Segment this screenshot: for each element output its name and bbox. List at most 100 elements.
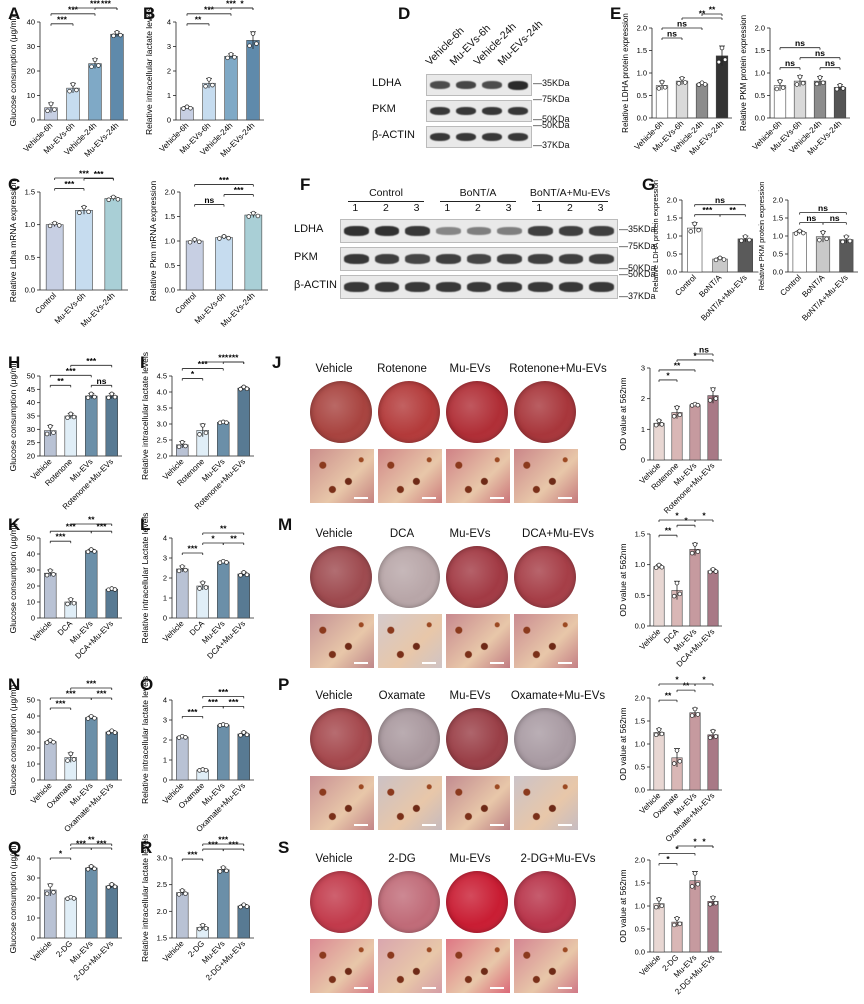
significance-label: ns	[785, 58, 795, 68]
protein-band	[405, 254, 430, 264]
chart-C1: 0.0 0.5 1.0 1.5 Relative Ldha mRNA expressio…	[8, 169, 128, 329]
y-tick-label: 40	[27, 550, 35, 559]
data-point	[51, 572, 56, 577]
y-tick-label: 1.0	[773, 232, 783, 241]
data-point	[44, 431, 50, 437]
data-point	[109, 728, 114, 733]
significance-label: **	[88, 515, 95, 525]
y-tick-label: 0.0	[755, 114, 765, 123]
data-point	[793, 231, 799, 236]
significance-label: ***	[97, 839, 108, 849]
significance-label: *	[702, 675, 706, 685]
molecular-weight-marker: —50KDa	[533, 120, 570, 130]
chart-E1: 0.0 0.5 1.0 1.5 2.0 Relative LDHA protein exp…	[621, 5, 732, 157]
protein-band	[558, 254, 584, 264]
data-point	[671, 922, 677, 928]
chart-I: 2.0 2.5 3.0 3.5 4.0 4.5 Relative intracellular…	[140, 352, 254, 511]
significance-label: ns	[795, 38, 805, 48]
molecular-weight-marker: —50KDa	[619, 263, 656, 273]
y-axis-label: Glucose consumption (μg/ml)	[8, 522, 18, 633]
panel-letter-G: G	[642, 175, 656, 194]
y-tick-label: 3	[641, 364, 645, 373]
bar	[85, 550, 98, 619]
significance-label: **	[699, 9, 706, 19]
y-tick-label: 2.0	[635, 694, 645, 703]
protein-band	[528, 254, 553, 264]
data-point	[653, 732, 659, 738]
micrograph-image	[446, 939, 510, 993]
significance-label: ***	[97, 689, 108, 699]
culture-well-image	[446, 871, 508, 933]
protein-band	[344, 226, 369, 236]
data-point	[65, 601, 70, 607]
blot-lane-number: 3	[597, 202, 604, 214]
panel-letter-J: J	[272, 353, 282, 372]
data-point	[801, 230, 806, 236]
significance-label: *	[211, 534, 215, 544]
significance-label: ***	[234, 185, 245, 195]
y-tick-label: 50	[27, 534, 35, 543]
y-tick-label: 3	[163, 554, 167, 563]
data-point	[57, 223, 62, 228]
bar	[707, 734, 719, 791]
significance-label: ns	[677, 19, 687, 29]
significance-label: ***	[188, 544, 199, 554]
panel-letter-M: M	[278, 515, 293, 534]
micrograph-image	[310, 776, 374, 830]
data-point	[659, 422, 665, 427]
data-point	[834, 86, 840, 92]
significance-label: ***	[188, 707, 199, 717]
y-axis-label: OD value at 562nm	[618, 377, 628, 450]
y-tick-label: 1.5	[667, 214, 677, 223]
data-point	[251, 210, 256, 216]
group-underline	[348, 201, 424, 202]
significance-label: **	[683, 681, 690, 691]
data-point	[677, 759, 683, 764]
protein-band	[507, 106, 529, 116]
data-point	[224, 868, 229, 873]
blot-lane-number: 2	[475, 202, 481, 214]
protein-band	[374, 282, 400, 292]
bar	[653, 566, 665, 627]
data-point	[710, 728, 716, 734]
y-tick-label: 1.5	[637, 46, 647, 55]
y-tick-label: 45	[27, 385, 35, 394]
molecular-weight-marker: —75KDa	[619, 241, 656, 251]
data-point	[203, 585, 209, 590]
y-tick-label: 50	[27, 372, 35, 381]
y-tick-label: 30	[27, 425, 35, 434]
protein-band	[507, 132, 529, 142]
bar	[224, 55, 238, 121]
culture-well-image	[514, 381, 576, 443]
bar	[44, 572, 57, 619]
y-tick-label: 0.0	[635, 948, 645, 957]
y-tick-label: 4.0	[157, 388, 167, 397]
bar	[85, 395, 98, 457]
y-tick-label: 40	[27, 712, 35, 721]
micrograph-image	[446, 449, 510, 503]
significance-label: ***	[97, 522, 108, 532]
bar	[44, 889, 57, 939]
data-point	[241, 570, 247, 575]
stain-group-title: DCA+Mu-EVs	[522, 528, 594, 540]
protein-band	[589, 282, 614, 292]
data-point	[44, 572, 50, 578]
data-point	[106, 197, 111, 202]
y-tick-label: 2.5	[157, 880, 167, 889]
data-point	[183, 567, 188, 573]
y-tick-label: 1.0	[667, 232, 677, 241]
data-point	[85, 716, 91, 721]
data-point	[47, 568, 53, 573]
y-tick-label: 2.0	[165, 188, 175, 197]
panel-letter-O: O	[140, 675, 154, 694]
data-point	[702, 82, 708, 87]
data-point	[800, 80, 806, 86]
data-point	[81, 204, 87, 210]
x-category-label: Control	[33, 291, 58, 316]
x-category-label: BoNT/A+Mu-EVs	[699, 273, 749, 323]
data-point	[713, 900, 719, 906]
x-category-label: Control	[673, 273, 698, 298]
significance-label: *	[666, 854, 670, 864]
y-tick-label: 4	[167, 18, 171, 27]
